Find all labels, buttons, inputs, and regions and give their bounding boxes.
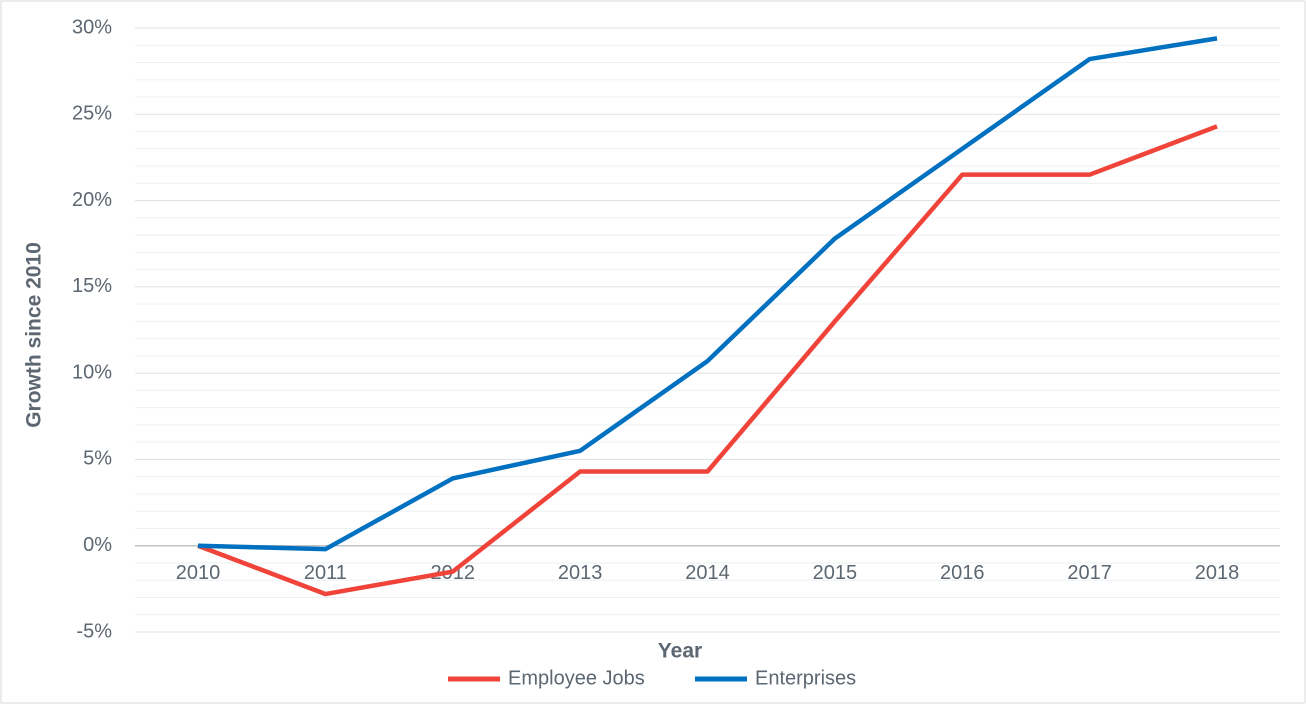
y-tick-label: 15% <box>72 275 112 297</box>
x-tick-label: 2010 <box>176 562 221 584</box>
y-axis-title: Growth since 2010 <box>23 242 46 428</box>
y-tick-label: 25% <box>72 103 112 125</box>
line <box>197 124 1218 597</box>
y-tick-label: 20% <box>72 189 112 211</box>
line <box>197 36 1218 552</box>
y-tick-label: 0% <box>83 534 112 556</box>
x-tick-label: 2014 <box>685 562 730 584</box>
x-tick-label: 2017 <box>1067 562 1112 584</box>
legend-label: Employee Jobs <box>508 667 645 689</box>
y-tick-label: 10% <box>72 361 112 383</box>
x-tick-label: 2016 <box>940 562 985 584</box>
x-axis-title: Year <box>658 640 702 663</box>
y-tick-label: 5% <box>83 448 112 470</box>
y-tick-label: -5% <box>76 620 112 642</box>
y-tick-label: 30% <box>72 16 112 38</box>
x-tick-label: 2015 <box>813 562 858 584</box>
x-tick-label: 2013 <box>558 562 603 584</box>
legend-label: Enterprises <box>755 667 856 689</box>
x-tick-label: 2018 <box>1195 562 1240 584</box>
x-tick-label: 2011 <box>304 562 347 584</box>
